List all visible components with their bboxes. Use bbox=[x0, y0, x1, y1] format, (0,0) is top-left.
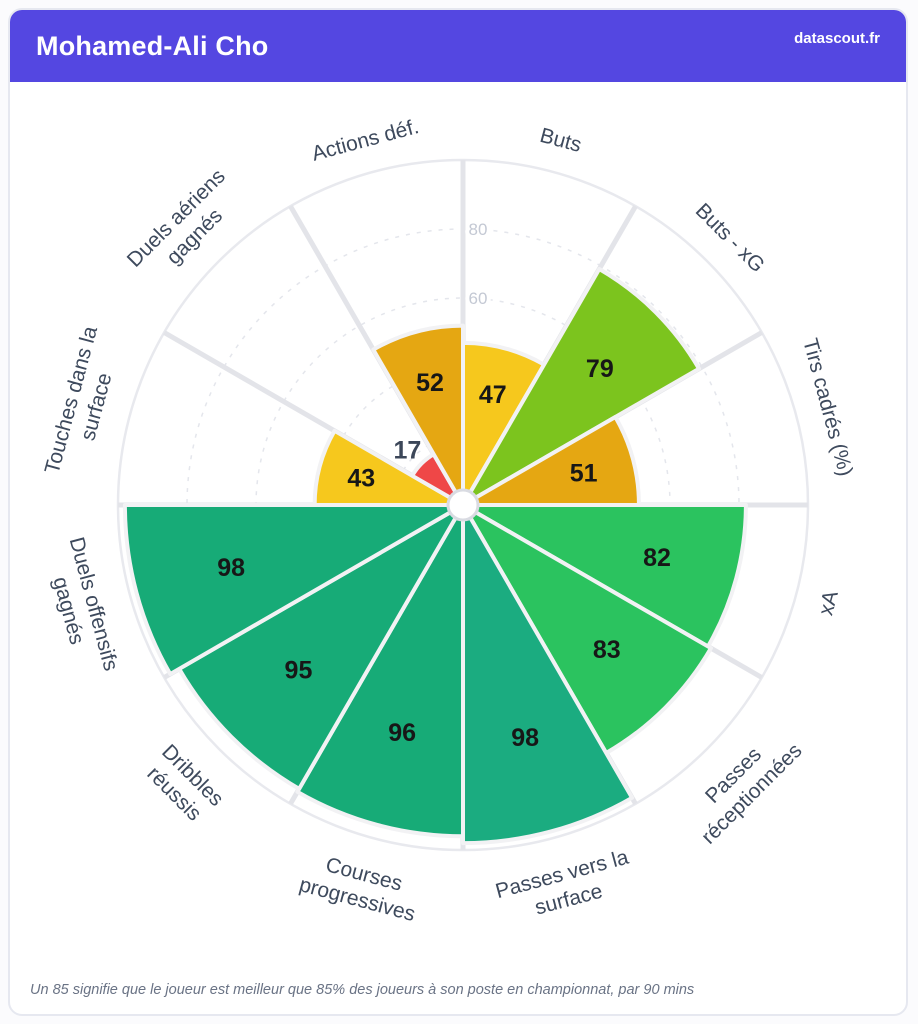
pizza-slice-dribbles-r-ussis bbox=[177, 503, 465, 791]
slice-value-label: 17 bbox=[393, 436, 421, 464]
slice-category-label: Actions déf. bbox=[309, 115, 421, 166]
pizza-slice-passes-r-ceptionn-es bbox=[461, 503, 713, 755]
slice-category-label: Buts - xG bbox=[691, 199, 769, 277]
slice-value-label: 47 bbox=[479, 381, 507, 409]
player-name: Mohamed-Ali Cho bbox=[36, 30, 269, 61]
radial-tick-label: 80 bbox=[469, 220, 488, 239]
slice-value-label: 95 bbox=[285, 657, 313, 685]
brand-logo: datascout.fr bbox=[794, 30, 880, 47]
pizza-slice-duels-offensifs-gagn-s bbox=[122, 503, 465, 677]
player-card: Mohamed-Ali Cho datascout.fr 60 80 47 79 51 8… bbox=[8, 8, 908, 1016]
slice-value-label: 82 bbox=[643, 544, 671, 572]
slice-category-label: Touches dans lasurface bbox=[41, 323, 128, 483]
slice-category-label: Buts bbox=[537, 124, 584, 157]
center-dot bbox=[446, 488, 480, 522]
percentile-explainer: Un 85 signifie que le joueur est meilleu… bbox=[30, 982, 695, 998]
pizza-slice-actions-d-f- bbox=[371, 323, 465, 507]
pizza-slice-buts-xg bbox=[461, 266, 702, 507]
pizza-slice-touches-dans-la-surface bbox=[312, 428, 465, 507]
slice-category-label: Dribblesréussis bbox=[139, 740, 228, 829]
slice-category-label: Coursesprogressives bbox=[297, 848, 425, 926]
slice-category-label: Passes vers lasurface bbox=[493, 846, 638, 929]
slice-value-label: 98 bbox=[217, 554, 245, 582]
slice-value-label: 96 bbox=[388, 719, 416, 747]
slice-category-label: Duels aériensgagnés bbox=[123, 165, 248, 290]
pizza-slice-passes-vers-la-surface bbox=[461, 503, 635, 846]
slice-value-label: 51 bbox=[570, 460, 598, 488]
slice-value-label: 52 bbox=[416, 369, 444, 397]
pizza-slice-xa bbox=[461, 503, 748, 649]
slice-category-label: Duels offensifsgagnés bbox=[40, 535, 123, 680]
radial-tick-label: 60 bbox=[469, 289, 488, 308]
slice-category-label: Tirs cadrés (%) bbox=[798, 336, 857, 479]
pizza-chart: 60 80 47 79 51 82 83 98 96 95 98 43 17 52 Buts Buts - x… bbox=[40, 115, 857, 929]
slice-category-label: xA bbox=[814, 588, 843, 618]
card-header: Mohamed-Ali Cho datascout.fr bbox=[10, 10, 906, 82]
pizza-chart-container: 60 80 47 79 51 82 83 98 96 95 98 43 17 52 Buts Buts - x… bbox=[10, 10, 906, 1014]
slice-value-label: 79 bbox=[586, 355, 614, 383]
slice-value-label: 98 bbox=[511, 724, 539, 752]
slice-value-label: 83 bbox=[593, 636, 621, 664]
slice-category-label: Passesréceptionnées bbox=[679, 721, 807, 849]
slice-value-label: 43 bbox=[347, 465, 375, 493]
pizza-slice-courses-progressives bbox=[295, 503, 465, 839]
